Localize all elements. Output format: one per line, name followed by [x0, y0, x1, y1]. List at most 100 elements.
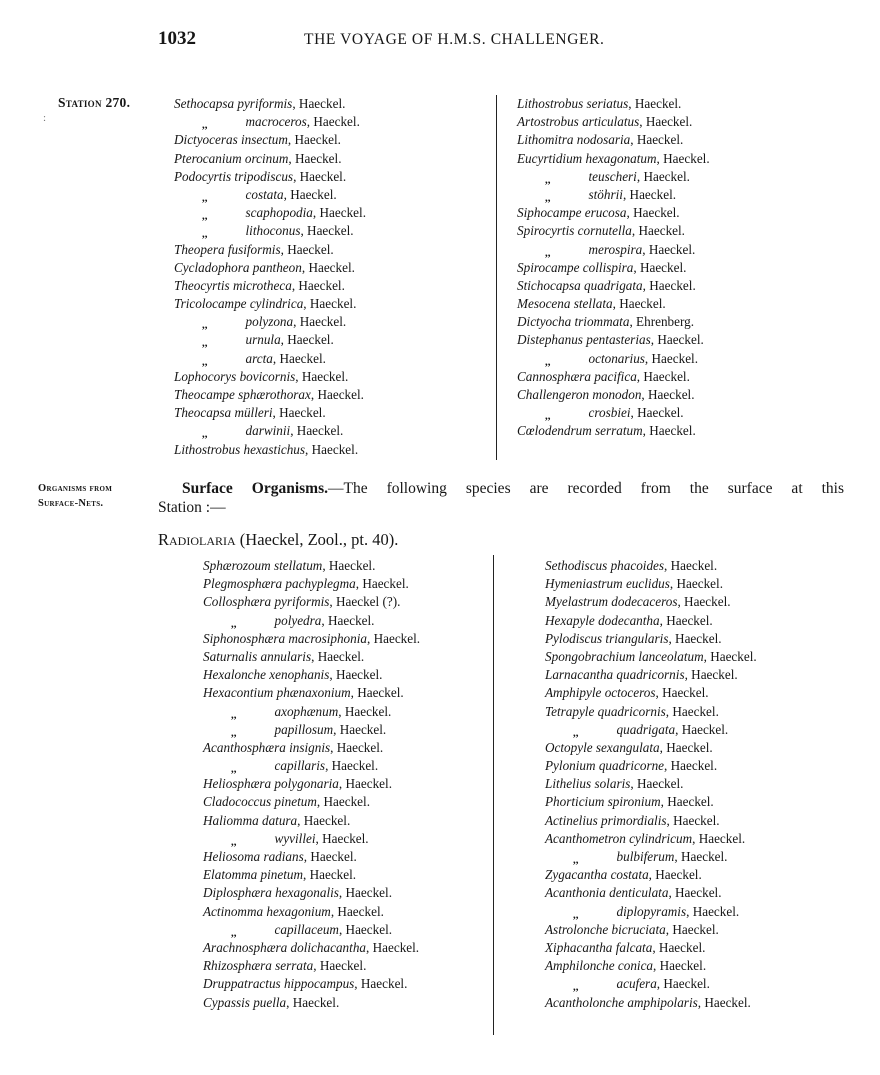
species-entry: ,, polyzona, Haeckel.: [174, 313, 366, 331]
species-authority: , Haeckel.: [272, 405, 326, 421]
species-entry: Lophocorys bovicornis, Haeckel.: [174, 368, 366, 386]
species-authority: , Haeckel.: [280, 332, 334, 348]
species-entry: Amphipyle octoceros, Haeckel.: [545, 684, 757, 702]
species-authority: , Haeckel.: [301, 259, 355, 275]
species-entry: Larnacantha quadricornis, Haeckel.: [545, 666, 757, 684]
surface-nets-label: Organisms from Surface-Nets.: [38, 481, 112, 511]
species-name: Lithostrobus hexastichus: [174, 441, 306, 457]
species-entry: Amphilonche conica, Haeckel.: [545, 957, 757, 975]
species-name: Dictyoceras insectum: [174, 132, 288, 148]
species-authority: , Haeckel.: [306, 114, 360, 130]
species-authority: , Haeckel.: [642, 423, 696, 439]
species-authority: , Haeckel.: [636, 168, 690, 184]
species-name: Amphipyle octoceros: [545, 685, 656, 701]
species-authority: , Haeckel.: [626, 205, 680, 221]
species-name: stöhrii: [588, 186, 623, 202]
species-entry: ,, bulbiferum, Haeckel.: [545, 848, 757, 866]
species-authority: , Haeckel.: [665, 921, 719, 937]
species-authority: , Haeckel.: [303, 849, 357, 864]
species-entry: Octopyle sexangulata, Haeckel.: [545, 739, 757, 757]
species-authority: , Haeckel.: [622, 186, 677, 202]
species-entry: Stichocapsa quadrigata, Haeckel.: [517, 277, 710, 295]
species-entry: Pylodiscus triangularis, Haeckel.: [545, 630, 757, 648]
species-entry: Acanthometron cylindricum, Haeckel.: [545, 830, 757, 848]
species-authority: , Haeckel.: [283, 186, 337, 202]
species-name: Theocyrtis microtheca: [174, 277, 292, 293]
ditto-mark: ,,: [202, 337, 208, 350]
species-name: Pylodiscus triangularis: [545, 630, 669, 646]
species-authority: , Haeckel.: [659, 612, 713, 628]
station-label: Station 270.: [58, 95, 130, 111]
species-entry: Actinomma hexagonium, Haeckel.: [203, 903, 420, 921]
species-entry: ,, capillaris, Haeckel.: [203, 757, 420, 775]
species-name: diplopyramis: [616, 903, 687, 919]
species-name: Arachnosphæra dolichacantha: [203, 939, 367, 955]
ditto-mark: ,,: [573, 854, 579, 866]
species-name: Lithostrobus seriatus: [517, 96, 629, 111]
species-name: teuscheri: [588, 168, 637, 184]
species-authority: , Haeckel.: [664, 558, 718, 573]
station-label-text: Station 270.: [58, 95, 131, 110]
species-entry: Cœlodendrum serratum, Haeckel.: [517, 422, 710, 440]
species-authority: , Haeckel.: [703, 648, 757, 664]
ditto-mark: ,,: [231, 926, 237, 939]
species-authority: , Haeckel.: [642, 241, 696, 257]
species-name: Theocapsa mülleri: [174, 405, 273, 421]
species-name: capillaceum: [274, 921, 339, 937]
species-entry: Plegmosphæra pachyplegma, Haeckel.: [203, 575, 420, 593]
species-entry: Pylonium quadricorne, Haeckel.: [545, 757, 757, 775]
species-entry: Theocampe sphærothorax, Haeckel.: [174, 386, 366, 404]
species-authority: , Haeckel.: [300, 223, 354, 239]
species-name: urnula: [245, 332, 281, 348]
species-entry: ,, merospira, Haeckel.: [517, 241, 710, 259]
surface-species-list-right: Sethodiscus phacoides, Haeckel. Hymeniast…: [545, 557, 757, 1012]
species-name: bulbiferum: [616, 849, 675, 864]
species-authority: , Haeckel.: [354, 976, 408, 992]
species-entry: Theocyrtis microtheca, Haeckel.: [174, 277, 366, 295]
species-name: darwinii: [245, 423, 291, 439]
species-name: lithoconus: [245, 223, 301, 239]
ditto-mark: ,,: [202, 210, 208, 223]
species-authority: , Haeckel.: [292, 96, 346, 111]
species-entry: Pterocanium orcinum, Haeckel.: [174, 150, 366, 168]
species-name: acufera: [616, 976, 657, 992]
species-authority: , Haeckel.: [630, 776, 684, 792]
species-name: Saturnalis annularis: [203, 648, 312, 664]
species-entry: Tricolocampe cylindrica, Haeckel.: [174, 295, 366, 313]
species-name: Sethodiscus phacoides: [545, 558, 665, 573]
species-authority: , Haeckel.: [648, 867, 702, 883]
ditto-mark: ,,: [202, 191, 208, 204]
species-entry: ,, scaphopodia, Haeckel.: [174, 204, 366, 222]
species-entry: ,, macroceros, Haeckel.: [174, 113, 366, 131]
species-authority: , Haeckel.: [293, 314, 347, 330]
ditto-mark: ,,: [573, 981, 579, 994]
species-entry: ,, octonarius, Haeckel.: [517, 350, 710, 368]
ditto-mark: ,,: [202, 228, 208, 241]
species-name: Cladococcus pinetum: [203, 794, 317, 810]
species-authority: , Haeckel.: [660, 794, 714, 810]
species-authority: , Haeckel.: [628, 96, 682, 111]
species-name: Druppatractus hippocampus: [203, 976, 355, 992]
species-entry: Dictyocha triommata, Ehrenberg.: [517, 313, 710, 331]
species-name: Collosphæra pyriformis: [203, 594, 330, 610]
species-authority: , Haeckel.: [677, 594, 731, 610]
species-entry: ,, quadrigata, Haeckel.: [545, 721, 757, 739]
species-entry: ,, papillosum, Haeckel.: [203, 721, 420, 739]
species-entry: Cypassis puella, Haeckel.: [203, 994, 420, 1012]
species-entry: Lithostrobus hexastichus, Haeckel.: [174, 441, 366, 459]
species-authority: , Ehrenberg.: [629, 314, 695, 330]
station-species-list-right: Lithostrobus seriatus, Haeckel. Artostrob…: [517, 95, 710, 441]
ditto-mark: ,,: [231, 617, 237, 630]
species-authority: , Haeckel.: [293, 168, 347, 184]
page-number: 1032: [158, 28, 196, 49]
species-name: capillaris: [274, 758, 326, 774]
species-entry: Siphocampe erucosa, Haeckel.: [517, 204, 710, 222]
species-name: Challengeron monodon: [517, 387, 642, 402]
species-authority: , Haeckel.: [633, 259, 687, 275]
station-species-list-left: Sethocapsa pyriformis, Haeckel.,, macroce…: [174, 95, 366, 459]
species-name: Stichocapsa quadrigata: [517, 277, 643, 293]
species-authority: , Haeckel.: [631, 223, 685, 239]
species-name: Rhizosphæra serrata: [203, 958, 314, 974]
species-entry: Heliosoma radians, Haeckel.: [203, 848, 420, 866]
species-entry: Lithomitra nodosaria, Haeckel.: [517, 131, 710, 149]
